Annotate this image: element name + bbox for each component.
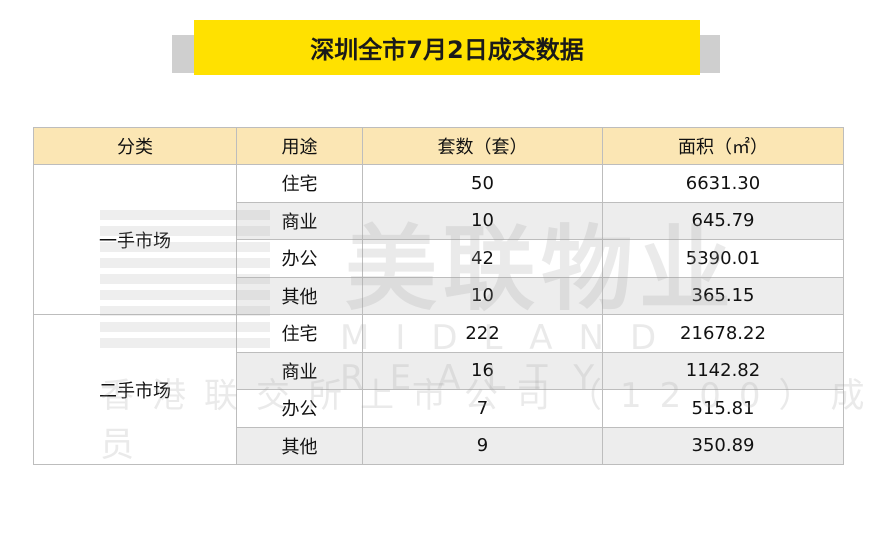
table-row: 一手市场住宅506631.30 [33, 164, 844, 315]
area-cell: 6631.30 [602, 164, 844, 203]
units-cell: 50 [362, 164, 603, 203]
midland-logo-watermark [100, 210, 270, 350]
table-row: 商业 16 1142.82 [34, 351, 844, 390]
use-cell: 商业 [236, 351, 363, 390]
table-row: 其他 10 365.15 [34, 276, 844, 315]
area-cell: 1142.82 [602, 351, 844, 390]
units-cell: 7 [362, 389, 603, 428]
area-cell: 21678.22 [602, 314, 844, 353]
page-title: 深圳全市7月2日成交数据 [194, 20, 700, 75]
table-row: 其他 9 350.89 [34, 426, 844, 465]
use-cell: 办公 [236, 389, 363, 428]
header-units: 套数（套） [362, 127, 603, 165]
use-cell: 其他 [236, 426, 363, 465]
use-cell: 办公 [236, 239, 363, 278]
units-cell: 16 [362, 351, 603, 390]
category-cell: 一手市场 [33, 164, 237, 315]
table-row: 办公 42 5390.01 [34, 239, 844, 278]
category-cell: 二手市场 [33, 314, 237, 465]
units-cell: 10 [362, 201, 603, 240]
header-area: 面积（㎡） [602, 127, 844, 165]
area-cell: 350.89 [602, 426, 844, 465]
table-header-row: 分类 用途 套数（套） 面积（㎡） [33, 127, 844, 165]
area-cell: 515.81 [602, 389, 844, 428]
area-cell: 365.15 [602, 276, 844, 315]
use-cell: 住宅 [236, 164, 363, 203]
transaction-table: 分类 用途 套数（套） 面积（㎡） 一手市场住宅506631.30商业10645… [33, 127, 844, 465]
units-cell: 9 [362, 426, 603, 465]
units-cell: 222 [362, 314, 603, 353]
header-use: 用途 [236, 127, 363, 165]
area-cell: 645.79 [602, 201, 844, 240]
units-cell: 10 [362, 276, 603, 315]
area-cell: 5390.01 [602, 239, 844, 278]
header-category: 分类 [33, 127, 237, 165]
table-row: 商业 10 645.79 [34, 201, 844, 240]
units-cell: 42 [362, 239, 603, 278]
use-cell: 商业 [236, 201, 363, 240]
use-cell: 其他 [236, 276, 363, 315]
